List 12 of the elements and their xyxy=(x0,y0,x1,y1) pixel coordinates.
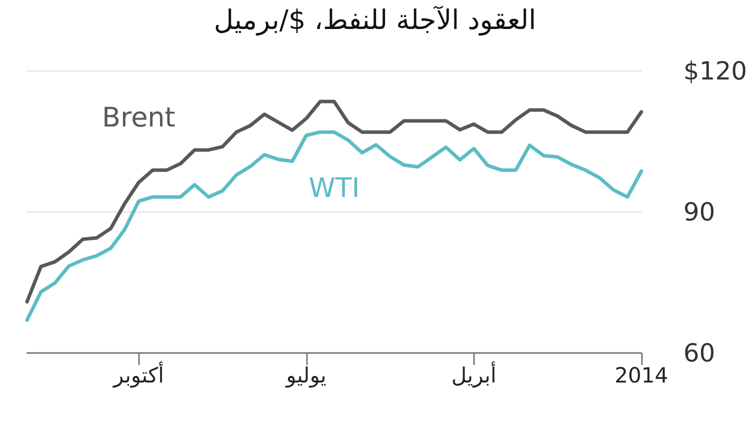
series-label: WTI xyxy=(308,173,360,204)
x-tick-label: أبريل xyxy=(451,362,496,388)
line-series xyxy=(25,100,644,304)
y-tick-label: 60 xyxy=(683,338,716,368)
line-series xyxy=(25,130,644,322)
x-tick-label: 2014 xyxy=(614,364,668,388)
x-tick-label: أكتوبر xyxy=(112,362,164,388)
x-tick-label: يوليو xyxy=(285,364,327,388)
y-tick-label: $120 xyxy=(683,56,747,86)
y-tick-label: 90 xyxy=(683,198,716,226)
series-label: Brent xyxy=(102,102,176,134)
chart-title: العقود الآجلة للنفط، $/برميل xyxy=(214,5,536,36)
